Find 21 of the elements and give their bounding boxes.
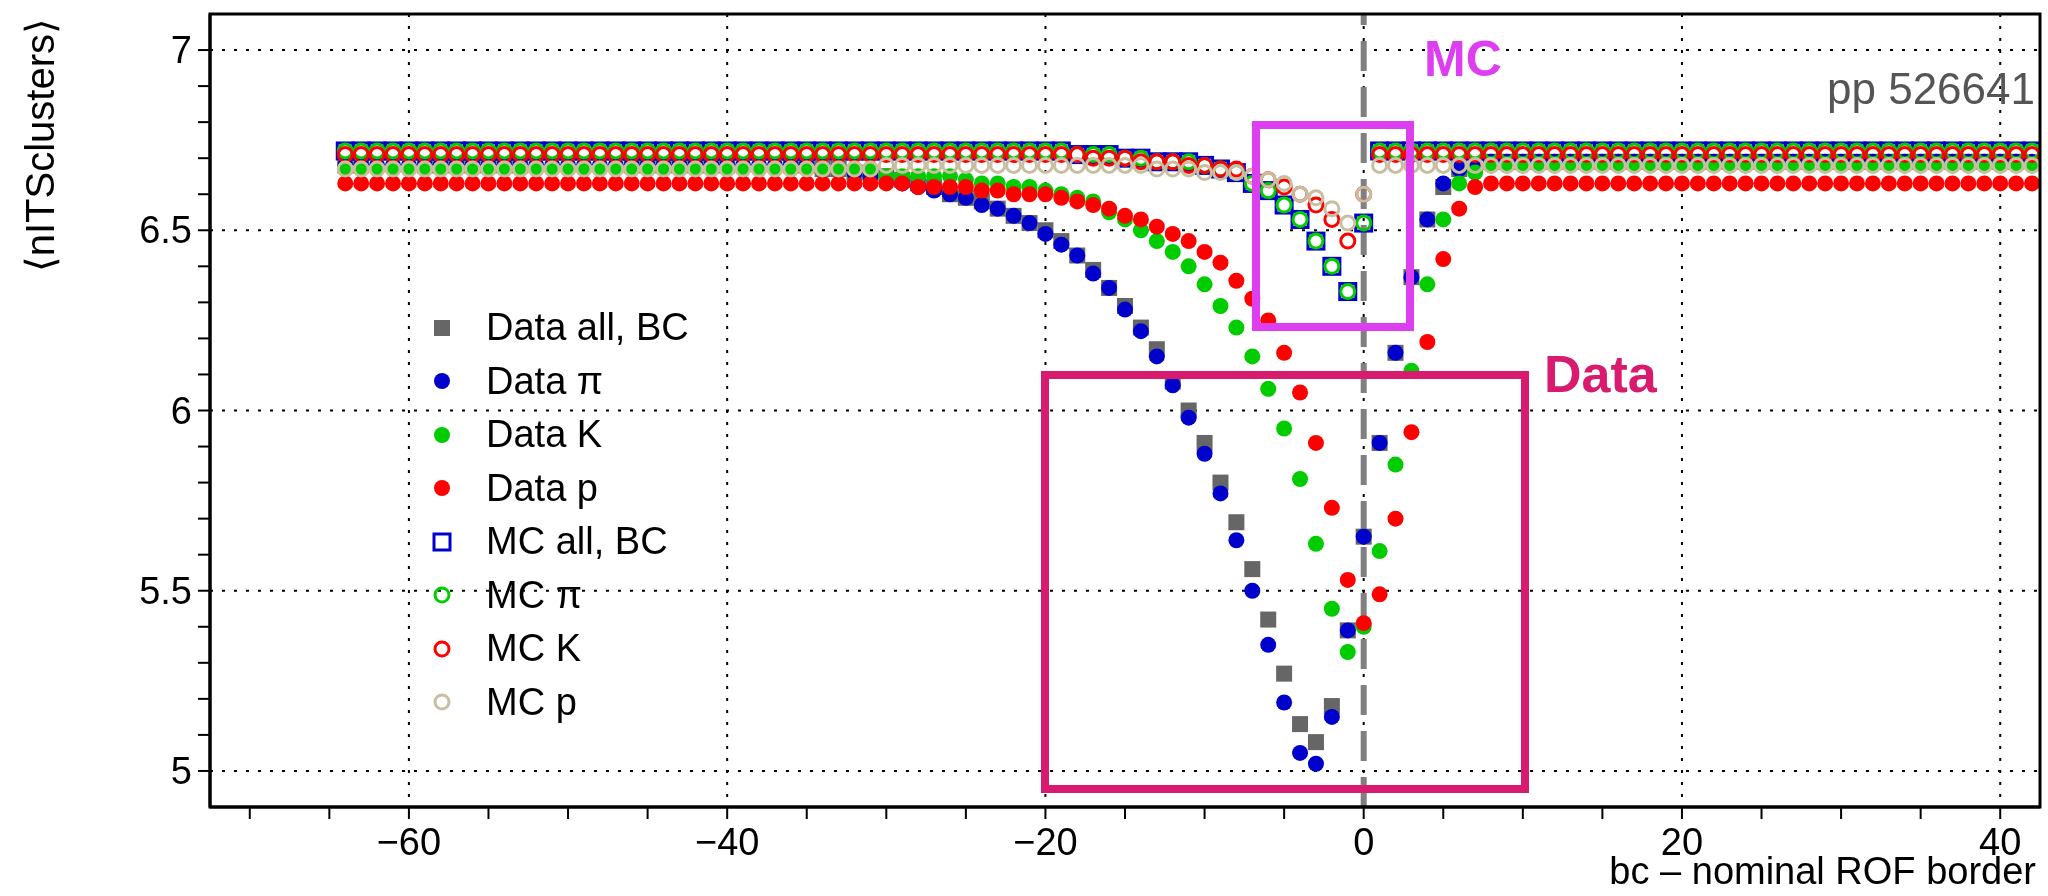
x-tick-label: −40 <box>694 821 760 863</box>
y-tick-label: 6 <box>170 389 192 432</box>
y-axis-title: ⟨nITSclusters⟩ <box>18 18 62 273</box>
legend-label: Data all, BC <box>486 306 689 350</box>
legend-label: MC p <box>486 680 577 724</box>
y-tick-label: 7 <box>170 29 192 72</box>
y-tick-label: 5 <box>170 749 192 792</box>
annotation: MC <box>1424 31 1502 87</box>
x-tick-label: −60 <box>376 821 442 863</box>
legend-label: MC π <box>486 573 582 617</box>
legend-label: MC K <box>486 627 581 671</box>
x-tick-label: 0 <box>1353 821 1375 863</box>
legend-label: MC all, BC <box>486 520 668 564</box>
legend-label: Data p <box>486 466 598 510</box>
legend-label: Data K <box>486 413 603 457</box>
annotation: pp 526641 <box>1827 64 2035 113</box>
y-tick-label: 6.5 <box>139 209 192 252</box>
legend-label: Data π <box>486 359 604 403</box>
annotation: Data <box>1544 345 1658 403</box>
y-tick-label: 5.5 <box>139 569 192 612</box>
x-tick-label: −20 <box>1013 821 1078 863</box>
